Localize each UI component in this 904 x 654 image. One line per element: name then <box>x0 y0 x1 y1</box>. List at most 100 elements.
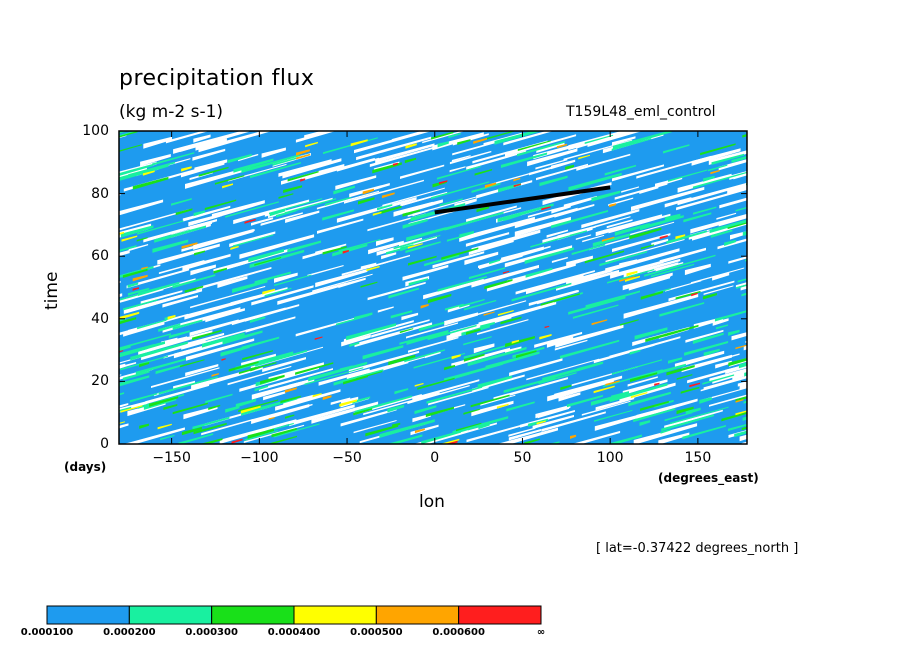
no-rain-streak <box>173 338 231 359</box>
no-rain-streak <box>712 272 730 281</box>
level-4-streak <box>119 231 125 235</box>
no-rain-streak <box>93 414 113 422</box>
no-rain-streak <box>229 231 276 247</box>
level-2-streak <box>699 397 712 404</box>
level-2-streak <box>664 213 681 222</box>
no-rain-streak <box>185 364 219 377</box>
no-rain-streak <box>493 377 568 401</box>
level-4-streak <box>350 139 368 147</box>
level-2-streak <box>468 267 506 280</box>
level-4-streak <box>181 166 192 172</box>
no-rain-streak <box>407 385 470 405</box>
no-rain-streak <box>732 372 747 380</box>
level-2-streak <box>741 292 747 297</box>
level-2-streak <box>254 385 269 392</box>
level-3-streak <box>343 375 368 385</box>
level-3-streak <box>463 408 480 415</box>
level-2-streak <box>154 225 206 243</box>
no-rain-streak <box>610 260 664 279</box>
no-rain-streak <box>263 391 286 401</box>
no-rain-streak <box>527 148 578 167</box>
y-tick-label: 40 <box>91 310 109 327</box>
level-3-streak <box>402 209 420 217</box>
level-2-streak <box>506 401 535 412</box>
level-2-streak <box>222 330 263 345</box>
level-6-streak <box>659 235 668 240</box>
level-2-streak <box>728 329 740 336</box>
no-rain-streak <box>633 423 698 444</box>
level-2-streak <box>728 423 747 432</box>
level-2-streak <box>750 296 773 305</box>
y-axis-label: time <box>42 271 62 310</box>
level-2-streak <box>233 158 274 173</box>
level-2-streak <box>664 412 693 422</box>
level-2-streak <box>386 434 423 444</box>
level-2-streak <box>152 239 189 253</box>
no-rain-streak <box>712 318 729 326</box>
no-rain-streak <box>691 148 741 166</box>
no-rain-streak <box>730 231 747 240</box>
level-4-streak <box>536 420 546 425</box>
no-rain-streak <box>542 225 596 243</box>
level-3-streak <box>278 193 294 199</box>
level-2-streak <box>571 244 606 256</box>
no-rain-streak <box>582 234 605 243</box>
no-rain-streak <box>755 247 789 260</box>
level-2-streak <box>250 162 301 179</box>
level-6-streak <box>119 350 124 353</box>
level-2-streak <box>123 299 158 311</box>
level-3-streak <box>322 246 347 255</box>
no-rain-streak <box>261 147 286 158</box>
no-rain-streak <box>432 251 485 269</box>
no-rain-streak <box>192 148 226 161</box>
level-3-streak <box>466 328 481 335</box>
no-rain-streak <box>369 143 445 167</box>
level-3-streak <box>198 166 229 177</box>
level-3-streak <box>755 207 781 217</box>
x-axis-label: lon <box>419 492 445 512</box>
level-2-streak <box>742 416 747 421</box>
level-4-streak <box>630 392 648 399</box>
level-3-streak <box>119 317 137 325</box>
level-2-streak <box>235 351 294 371</box>
level-2-streak <box>503 213 521 222</box>
no-rain-streak <box>368 261 389 269</box>
level-2-streak <box>539 175 568 187</box>
level-3-streak <box>287 171 319 182</box>
no-rain-streak <box>514 207 578 229</box>
level-3-streak <box>676 406 694 415</box>
level-2-streak <box>594 409 633 422</box>
no-rain-streak <box>393 201 433 217</box>
no-rain-streak <box>752 200 772 209</box>
run-label: T159L48_eml_control <box>566 104 716 120</box>
y-tick-label: 20 <box>91 373 109 390</box>
no-rain-streak <box>182 205 231 222</box>
level-2-streak <box>269 209 286 217</box>
level-2-streak <box>322 209 354 221</box>
level-6-streak <box>654 382 660 386</box>
level-2-streak <box>628 391 671 407</box>
no-rain-streak <box>532 414 574 430</box>
level-3-streak <box>463 353 485 362</box>
level-2-streak <box>119 163 154 177</box>
level-2-streak <box>748 158 771 167</box>
level-4-streak <box>748 303 756 307</box>
no-rain-streak <box>581 209 640 229</box>
level-3-streak <box>474 169 493 176</box>
level-2-streak <box>663 144 690 154</box>
no-rain-streak <box>741 441 747 444</box>
chart-title: precipitation flux <box>119 66 315 91</box>
no-rain-streak <box>760 242 793 255</box>
level-2-streak <box>614 223 650 236</box>
no-rain-streak <box>554 339 588 351</box>
no-rain-streak <box>581 400 631 416</box>
level-2-streak <box>168 330 190 339</box>
level-3-streak <box>260 374 285 385</box>
level-2-streak <box>659 302 705 317</box>
no-rain-streak <box>709 394 747 407</box>
level-3-streak <box>565 164 574 170</box>
level-6-streak <box>314 336 323 340</box>
level-2-streak <box>448 132 461 139</box>
level-6-streak <box>446 440 458 444</box>
no-rain-streak <box>631 186 705 211</box>
